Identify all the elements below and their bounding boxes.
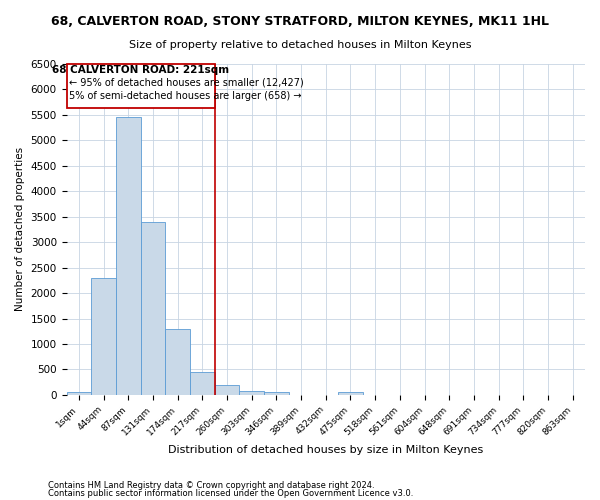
- Bar: [338, 392, 363, 395]
- Bar: [264, 392, 289, 395]
- Bar: [116, 118, 140, 395]
- Text: Contains public sector information licensed under the Open Government Licence v3: Contains public sector information licen…: [48, 488, 413, 498]
- Text: ← 95% of detached houses are smaller (12,427): ← 95% of detached houses are smaller (12…: [69, 78, 304, 88]
- X-axis label: Distribution of detached houses by size in Milton Keynes: Distribution of detached houses by size …: [168, 445, 484, 455]
- FancyBboxPatch shape: [67, 64, 215, 108]
- Bar: [91, 278, 116, 395]
- Text: 68, CALVERTON ROAD, STONY STRATFORD, MILTON KEYNES, MK11 1HL: 68, CALVERTON ROAD, STONY STRATFORD, MIL…: [51, 15, 549, 28]
- Bar: [140, 222, 165, 395]
- Text: Contains HM Land Registry data © Crown copyright and database right 2024.: Contains HM Land Registry data © Crown c…: [48, 481, 374, 490]
- Y-axis label: Number of detached properties: Number of detached properties: [15, 148, 25, 312]
- Text: 68 CALVERTON ROAD: 221sqm: 68 CALVERTON ROAD: 221sqm: [52, 64, 229, 74]
- Bar: [215, 384, 239, 395]
- Bar: [67, 392, 91, 395]
- Bar: [165, 328, 190, 395]
- Bar: [239, 391, 264, 395]
- Text: Size of property relative to detached houses in Milton Keynes: Size of property relative to detached ho…: [129, 40, 471, 50]
- Bar: [190, 372, 215, 395]
- Text: 5% of semi-detached houses are larger (658) →: 5% of semi-detached houses are larger (6…: [69, 91, 301, 101]
